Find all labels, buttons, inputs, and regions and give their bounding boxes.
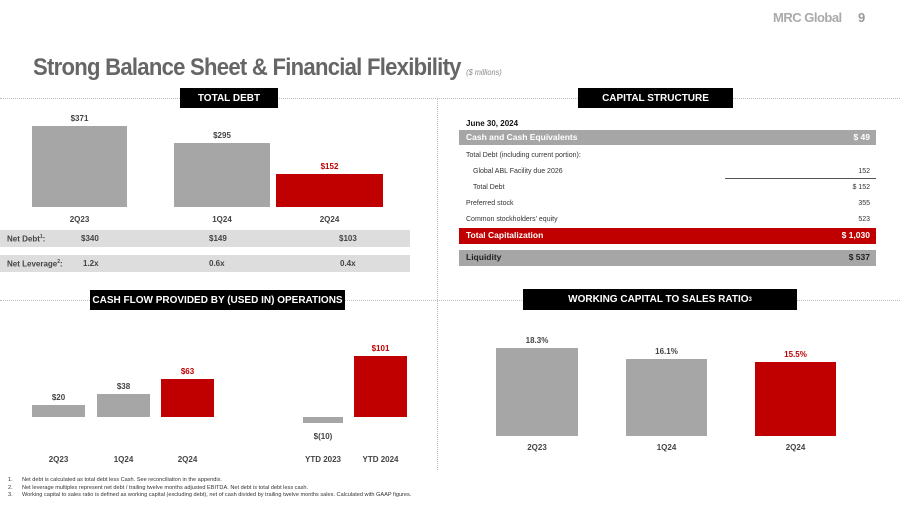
units-subtitle: ($ millions) [466, 68, 502, 77]
net-leverage-row: Net Leverage2: 1.2x 0.6x 0.4x [0, 255, 410, 272]
bar-ytd-2024 [354, 356, 407, 417]
data-label: $371 [70, 114, 89, 124]
data-label: $295 [213, 130, 231, 140]
debt-header: Total Debt (including current portion): [466, 152, 581, 159]
total-debt-row: Total Debt $ 152 [473, 184, 870, 191]
section-total-debt: TOTAL DEBT [180, 88, 278, 108]
bar-2q23 [32, 405, 85, 417]
cash-row: Cash and Cash Equivalents $ 49 [459, 130, 876, 145]
data-label: $38 [116, 382, 131, 392]
bar-2q24 [161, 379, 214, 417]
footnote-2: 2. Net leverage multiples represent net d… [8, 484, 309, 491]
category-label: 2Q24 [785, 443, 806, 452]
capital-date: June 30, 2024 [466, 119, 519, 128]
category-label: 1Q24 [113, 455, 134, 464]
subtotal-line [725, 178, 876, 179]
net-debt-1q24: $149 [209, 234, 227, 243]
category-label: 2Q24 [319, 215, 340, 224]
footnotes: 1. Net debt is calculated as total debt l… [8, 477, 411, 500]
divider-vertical [437, 98, 438, 470]
category-label: 2Q23 [69, 215, 90, 224]
net-debt-2q23: $340 [81, 234, 99, 243]
data-label: $20 [51, 393, 66, 402]
footnote-ref: 3 [748, 296, 752, 303]
category-label: 2Q23 [527, 443, 547, 452]
liquidity-row: Liquidity $ 537 [459, 250, 876, 266]
category-label: 2Q24 [177, 455, 198, 464]
net-debt-row: Net Debt1: $340 $149 $103 [0, 230, 410, 247]
net-debt-2q24: $103 [339, 234, 357, 243]
category-label: 1Q24 [656, 443, 677, 452]
bar-1q24 [174, 142, 270, 207]
bar-ytd-2023 [303, 417, 343, 423]
category-label: YTD 2023 [304, 455, 342, 464]
divider-top [0, 98, 900, 99]
total-capitalization-row: Total Capitalization $ 1,030 [459, 228, 876, 244]
footnote-3: 3. Working capital to sales ratio is defi… [8, 492, 412, 498]
net-debt-label: Net Debt1: [7, 234, 46, 244]
category-label: 1Q24 [212, 215, 232, 224]
brand-logo: MRC Global [773, 10, 842, 25]
bar-2q23 [32, 126, 127, 207]
net-leverage-2q24: 0.4x [340, 259, 356, 268]
section-working-capital: WORKING CAPITAL TO SALES RATIO 3 [523, 289, 797, 310]
net-leverage-label: Net Leverage2: [7, 259, 63, 269]
footnote-1: 1. Net debt is calculated as total debt l… [8, 477, 222, 483]
title-text: Strong Balance Sheet & Financial Flexibi… [33, 54, 461, 81]
divider-middle [0, 300, 900, 301]
preferred-row: Preferred stock 355 [466, 200, 870, 207]
data-label: 18.3% [525, 336, 549, 346]
page-number: 9 [858, 10, 866, 25]
data-label: 16.1% [655, 346, 678, 356]
bar-1q24 [97, 394, 150, 417]
section-working-capital-label: WORKING CAPITAL TO SALES RATIO [568, 294, 749, 305]
data-label: $63 [180, 367, 195, 377]
net-leverage-2q23: 1.2x [83, 259, 99, 268]
bar-2q23 [496, 348, 578, 436]
category-label: YTD 2024 [362, 455, 399, 464]
bar-1q24 [626, 358, 707, 436]
section-capital-structure: CAPITAL STRUCTURE [578, 88, 733, 108]
data-label: $152 [320, 161, 339, 171]
bar-2q24 [276, 173, 383, 207]
abl-row: Global ABL Facility due 2026 152 [473, 168, 870, 175]
data-label: 15.5% [784, 349, 807, 359]
category-label: 2Q23 [48, 455, 69, 464]
data-label: $(10) [313, 432, 333, 441]
section-cash-flow: CASH FLOW PROVIDED BY (USED IN) OPERATIO… [90, 290, 345, 310]
data-label: $101 [371, 344, 390, 354]
bar-2q24 [755, 361, 836, 436]
page-title: Strong Balance Sheet & Financial Flexibi… [33, 54, 502, 82]
common-equity-row: Common stockholders' equity 523 [466, 216, 870, 223]
net-leverage-1q24: 0.6x [209, 259, 225, 268]
